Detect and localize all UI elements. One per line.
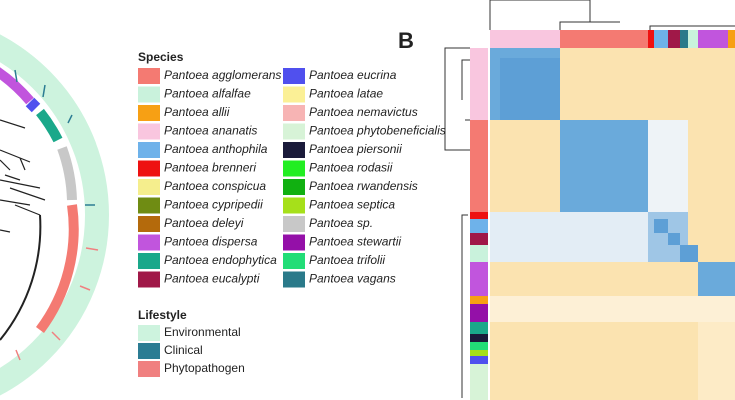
legend-label: Pantoea brenneri (164, 161, 256, 175)
legend-swatch (138, 343, 160, 359)
legend-label: Pantoea latae (309, 87, 383, 101)
legend-label: Clinical (164, 343, 203, 357)
legend-swatch (283, 216, 305, 232)
legend-swatch (283, 271, 305, 288)
legend-swatch (138, 86, 160, 103)
legend-label: Pantoea eucrina (309, 68, 397, 82)
legend-label: Phytopathogen (164, 361, 245, 375)
legend-swatch (138, 271, 160, 288)
legend-swatch (138, 361, 160, 377)
lifestyle-ring (0, 34, 109, 396)
legend-swatch (138, 142, 160, 158)
legend-label: Pantoea rodasii (309, 161, 393, 175)
dendrogram (444, 0, 735, 398)
legend-swatch (283, 142, 305, 158)
legend-swatch (283, 179, 305, 195)
legend-label: Pantoea phytobeneficialis (309, 124, 446, 138)
legend-swatch (283, 105, 305, 121)
legend-label: Pantoea nemavictus (309, 105, 418, 119)
legend-label: Environmental (164, 325, 241, 339)
legend-label: Pantoea alfalfae (164, 87, 251, 101)
panel-label: B (398, 28, 414, 53)
legend-swatch (138, 179, 160, 195)
legend-swatch (283, 234, 305, 251)
legend-swatch (138, 68, 160, 84)
legend-label: Pantoea trifolii (309, 253, 385, 267)
legend-label: Pantoea rwandensis (309, 179, 418, 193)
legend-swatch (283, 68, 305, 84)
legend-swatch (283, 253, 305, 269)
legend-label: Pantoea septica (309, 198, 395, 212)
legend-label: Pantoea anthophila (164, 142, 268, 156)
legend-swatch (138, 253, 160, 269)
legend-label: Pantoea piersonii (309, 142, 402, 156)
legend: Pantoea agglomerans Pantoea alfalfae Panto… (138, 68, 446, 377)
legend-label: Pantoea stewartii (309, 235, 401, 249)
legend-label: Pantoea agglomerans (164, 68, 281, 82)
legend-label: Pantoea conspicua (164, 179, 266, 193)
legend-label: Pantoea allii (164, 105, 230, 119)
legend-swatch (138, 216, 160, 232)
legend-label: Pantoea dispersa (164, 235, 258, 249)
left-annotation-bar (470, 48, 488, 400)
legend-label: Pantoea sp. (309, 216, 373, 230)
circular-tree (0, 34, 109, 396)
legend-label: Pantoea deleyi (164, 216, 244, 230)
legend-title: Lifestyle (138, 308, 187, 322)
legend-label: Pantoea cypripedii (164, 198, 263, 212)
legend-label: Pantoea eucalypti (164, 272, 260, 286)
legend-label: Pantoea vagans (309, 272, 396, 286)
legend-title: Species (138, 50, 184, 64)
heatmap (490, 48, 735, 400)
legend-swatch (138, 123, 160, 140)
legend-swatch (138, 160, 160, 177)
legend-swatch (283, 123, 305, 140)
legend-swatch (138, 105, 160, 121)
legend-label: Pantoea ananatis (164, 124, 257, 138)
legend-swatch (283, 86, 305, 103)
top-annotation-bar (490, 30, 735, 48)
legend-swatch (138, 197, 160, 214)
legend-swatch (283, 160, 305, 177)
legend-swatch (138, 234, 160, 251)
legend-swatch (283, 197, 305, 214)
legend-swatch (138, 325, 160, 341)
legend-label: Pantoea endophytica (164, 253, 277, 267)
